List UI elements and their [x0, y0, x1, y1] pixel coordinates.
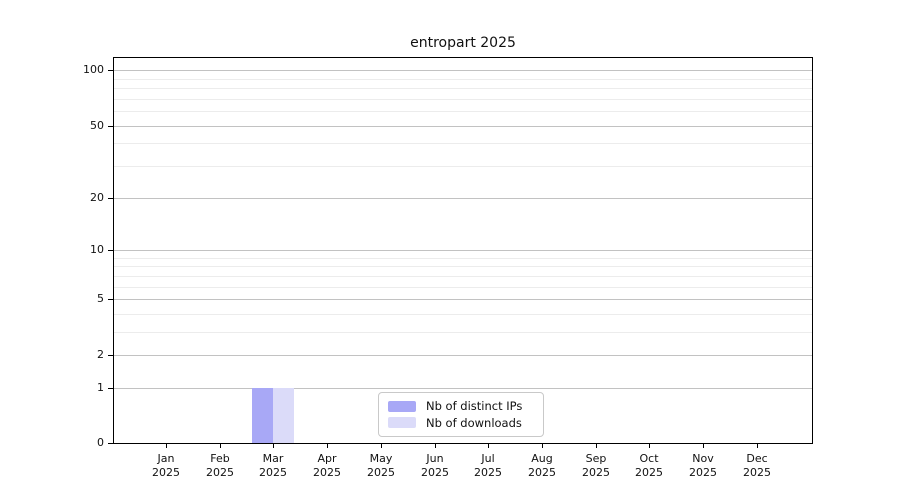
- x-tick: [220, 444, 221, 448]
- y-tick: [108, 250, 113, 251]
- major-gridline: [114, 388, 812, 389]
- x-tick-label: Jun 2025: [421, 452, 449, 479]
- x-tick-label: Apr 2025: [313, 452, 341, 479]
- y-tick-label: 0: [97, 436, 104, 449]
- x-tick: [488, 444, 489, 448]
- minor-gridline: [114, 276, 812, 277]
- major-gridline: [114, 299, 812, 300]
- legend: Nb of distinct IPs Nb of downloads: [378, 392, 544, 437]
- x-tick: [435, 444, 436, 448]
- y-tick: [108, 355, 113, 356]
- y-tick: [108, 388, 113, 389]
- minor-gridline: [114, 79, 812, 80]
- y-tick-label: 100: [83, 63, 104, 76]
- legend-label-distinct-ips: Nb of distinct IPs: [426, 399, 523, 414]
- major-gridline: [114, 70, 812, 71]
- x-tick: [166, 444, 167, 448]
- x-tick: [273, 444, 274, 448]
- x-tick-label: Sep 2025: [582, 452, 610, 479]
- y-tick: [108, 126, 113, 127]
- x-tick: [757, 444, 758, 448]
- x-tick-label: May 2025: [367, 452, 395, 479]
- x-tick-label: Mar 2025: [259, 452, 287, 479]
- bar-distinct-ips: [252, 388, 273, 443]
- y-tick: [108, 299, 113, 300]
- major-gridline: [114, 126, 812, 127]
- y-tick: [108, 443, 113, 444]
- legend-item-distinct-ips: Nb of distinct IPs: [388, 398, 534, 414]
- x-tick-label: Nov 2025: [689, 452, 717, 479]
- minor-gridline: [114, 332, 812, 333]
- x-tick: [649, 444, 650, 448]
- major-gridline: [114, 355, 812, 356]
- legend-item-downloads: Nb of downloads: [388, 415, 534, 431]
- y-tick: [108, 198, 113, 199]
- minor-gridline: [114, 314, 812, 315]
- x-tick: [703, 444, 704, 448]
- minor-gridline: [114, 258, 812, 259]
- chart-title: entropart 2025: [410, 35, 516, 51]
- y-tick-label: 20: [90, 191, 104, 204]
- x-tick: [542, 444, 543, 448]
- major-gridline: [114, 250, 812, 251]
- legend-label-downloads: Nb of downloads: [426, 415, 522, 430]
- y-tick: [108, 70, 113, 71]
- minor-gridline: [114, 143, 812, 144]
- x-tick-label: Feb 2025: [206, 452, 234, 479]
- minor-gridline: [114, 166, 812, 167]
- y-tick-label: 5: [97, 292, 104, 305]
- x-tick-label: Jan 2025: [152, 452, 180, 479]
- minor-gridline: [114, 111, 812, 112]
- y-tick-label: 2: [97, 348, 104, 361]
- minor-gridline: [114, 99, 812, 100]
- x-tick-label: Jul 2025: [474, 452, 502, 479]
- x-tick-label: Oct 2025: [635, 452, 663, 479]
- x-tick-label: Aug 2025: [528, 452, 556, 479]
- y-tick-label: 10: [90, 243, 104, 256]
- x-tick: [596, 444, 597, 448]
- bar-downloads: [273, 388, 294, 443]
- minor-gridline: [114, 266, 812, 267]
- y-tick-label: 50: [90, 119, 104, 132]
- x-tick: [381, 444, 382, 448]
- minor-gridline: [114, 287, 812, 288]
- major-gridline: [114, 198, 812, 199]
- minor-gridline: [114, 88, 812, 89]
- y-tick-label: 1: [97, 381, 104, 394]
- x-tick: [327, 444, 328, 448]
- x-tick-label: Dec 2025: [743, 452, 771, 479]
- downloads-swatch-icon: [388, 417, 416, 429]
- distinct-ips-swatch-icon: [388, 400, 416, 412]
